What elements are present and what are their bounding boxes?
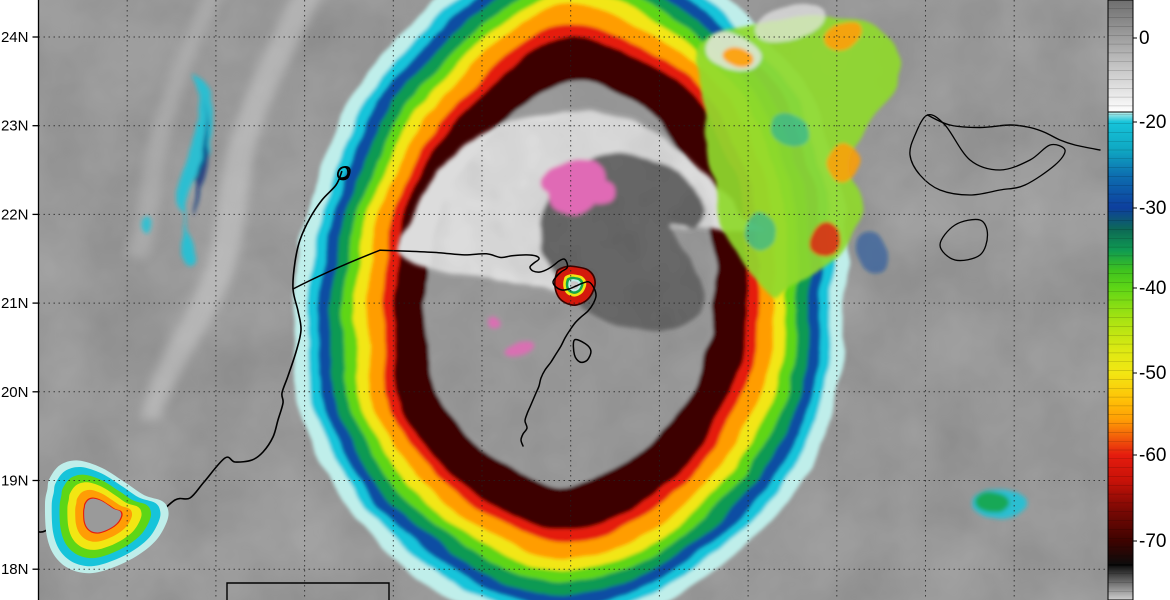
svg-text:-20: -20 <box>1139 112 1166 133</box>
svg-text:-40: -40 <box>1139 278 1166 299</box>
svg-text:18N: 18N <box>1 561 29 578</box>
svg-text:19N: 19N <box>1 473 29 490</box>
svg-text:20N: 20N <box>1 384 29 401</box>
svg-text:23N: 23N <box>1 118 29 135</box>
svg-text:21N: 21N <box>1 295 29 312</box>
svg-text:-60: -60 <box>1139 445 1166 466</box>
svg-text:0: 0 <box>1139 28 1150 49</box>
svg-text:-50: -50 <box>1139 363 1166 384</box>
svg-text:24N: 24N <box>1 29 29 46</box>
svg-text:-30: -30 <box>1139 198 1166 219</box>
svg-text:22N: 22N <box>1 206 29 223</box>
svg-text:-70: -70 <box>1139 531 1166 552</box>
